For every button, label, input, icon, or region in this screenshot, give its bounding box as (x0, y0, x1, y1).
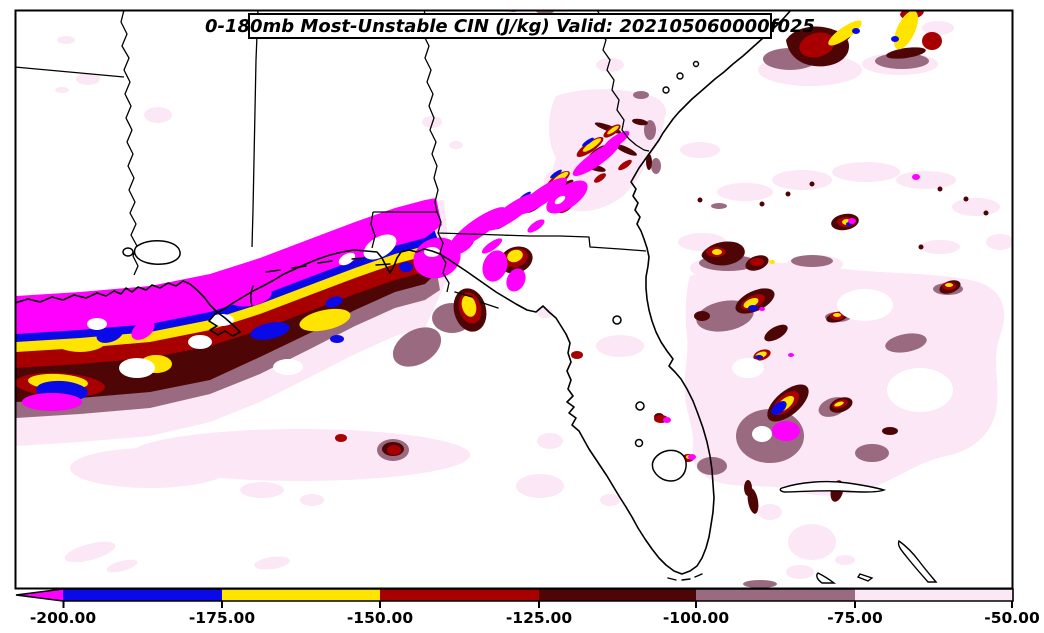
islands (250, 60, 938, 584)
colorbar-segment-5 (696, 589, 855, 601)
colorbar-segment-1 (63, 589, 222, 601)
border-alabama-georgia-river (422, 11, 439, 213)
andros-island (816, 572, 837, 584)
coastlines (16, 11, 792, 575)
colorbar-segment-6 (855, 589, 1013, 601)
apalachicola-river (437, 232, 450, 293)
colorbar-tick-label-1: -175.00 (189, 609, 255, 627)
lake-okeechobee (651, 449, 687, 482)
colorbar-tick-label-3: -125.00 (506, 609, 572, 627)
lake-pontchartrain (133, 240, 181, 265)
colorbar-segment-2 (222, 589, 380, 601)
colorbar: -200.00 -175.00 -150.00 -125.00 -100.00 … (15, 588, 1040, 627)
colorbar-tick-label-0: -200.00 (30, 609, 96, 627)
colorbar-outline (15, 588, 1014, 602)
barrier-islands (265, 257, 703, 581)
lake-kissimmee (635, 401, 645, 411)
lake-istokpoga (634, 438, 644, 448)
colorbar-segment-4 (539, 589, 696, 601)
sea-island-2 (676, 72, 684, 80)
colorbar-segment-3 (380, 589, 539, 601)
state-borders (16, 11, 650, 293)
colorbar-tick-label-2: -150.00 (347, 609, 413, 627)
plot-title-box: 0-180mb Most-Unstable CIN (J/kg) Valid: … (205, 13, 815, 39)
contour-white-pockets (87, 195, 953, 442)
colorbar-tick-label-5: -75.00 (827, 609, 883, 627)
lakes (122, 240, 687, 482)
border-georgia-florida (436, 211, 647, 252)
colorbar-tick-label-4: -100.00 (663, 609, 729, 627)
plot-title: 0-180mb Most-Unstable CIN (J/kg) Valid: … (204, 15, 816, 37)
lake-george (612, 315, 622, 325)
sea-island-3 (692, 60, 700, 68)
lake-maurepas (122, 247, 134, 257)
grand-bahama-island (779, 480, 887, 493)
mississippi-river (120, 11, 139, 276)
sea-island-1 (662, 86, 670, 94)
abaco-island (897, 539, 938, 583)
chandeleur-islands (250, 285, 254, 307)
colorbar-underflow-arrow (16, 589, 63, 601)
border-arkansas-louisiana (16, 66, 125, 78)
colorbar-ticks (62, 601, 1013, 608)
gulf-atlantic-coastline (16, 11, 792, 575)
contour-level-magenta (16, 130, 920, 460)
border-alabama-florida (370, 211, 437, 249)
colorbar-tick-label-6: -50.00 (984, 609, 1040, 627)
border-mississippi-alabama (251, 11, 259, 248)
bimini-island (856, 573, 874, 582)
